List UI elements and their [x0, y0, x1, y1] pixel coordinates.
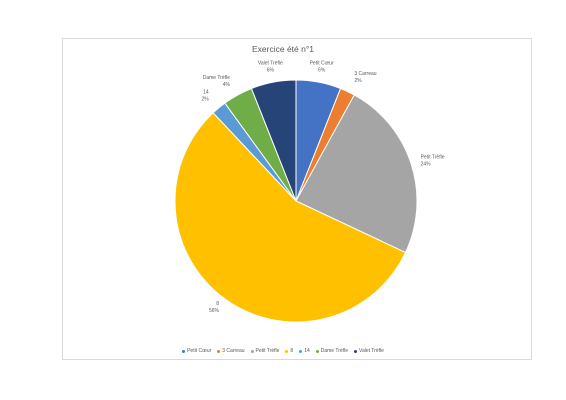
- legend-swatch: [217, 349, 221, 353]
- legend-swatch: [299, 349, 303, 353]
- legend-label: 8: [290, 348, 294, 354]
- legend-item: 14: [299, 348, 310, 354]
- data-label-percent: 2%: [201, 96, 209, 102]
- data-label-percent: 6%: [267, 67, 275, 73]
- data-label: 142%: [201, 89, 209, 102]
- data-label-category: Dame Trèfle: [203, 75, 230, 81]
- data-label-category: 14: [203, 89, 209, 95]
- legend-label: Valet Trèfle: [358, 348, 384, 354]
- legend-swatch: [285, 349, 289, 353]
- legend-item: Petit Cœur: [182, 348, 211, 354]
- chart-title: Exercice été n°1: [252, 44, 314, 54]
- pie-slice: [250, 79, 297, 202]
- legend-item: Petit Trèfle: [250, 348, 280, 354]
- data-label-category: Petit Trèfle: [421, 155, 445, 161]
- pie-slice: [174, 112, 407, 323]
- legend-item: 3 Carreau: [217, 348, 245, 354]
- legend-label: Dame Trèfle: [320, 348, 348, 354]
- data-label: 856%: [209, 301, 220, 314]
- legend-swatch: [315, 349, 319, 353]
- data-label-percent: 6%: [318, 67, 326, 73]
- legend-item: Valet Trèfle: [353, 348, 384, 354]
- legend-label: Petit Cœur: [187, 348, 212, 354]
- legend-item: Dame Trèfle: [315, 348, 348, 354]
- data-label-category: 3 Carreau: [354, 71, 376, 77]
- legend-label: Petit Trèfle: [255, 348, 280, 354]
- pie-slice: [295, 94, 418, 254]
- legend: Petit Cœur 3 Carreau Petit Trèfle 8 14 Dame T…: [0, 348, 566, 354]
- data-label-percent: 24%: [421, 162, 432, 168]
- legend-label: 14: [304, 348, 310, 354]
- data-label-percent: 2%: [354, 78, 362, 84]
- data-label-percent: 56%: [209, 308, 220, 314]
- data-label-category: Petit Cœur: [310, 60, 335, 66]
- legend-item: 8: [285, 348, 293, 354]
- data-label-category: 8: [216, 301, 219, 307]
- legend-swatch: [182, 349, 186, 353]
- legend-swatch: [250, 349, 254, 353]
- legend-swatch: [353, 349, 357, 353]
- data-label-category: Valet Trèfle: [258, 60, 283, 66]
- data-label-percent: 4%: [223, 82, 231, 88]
- legend-label: 3 Carreau: [222, 348, 245, 354]
